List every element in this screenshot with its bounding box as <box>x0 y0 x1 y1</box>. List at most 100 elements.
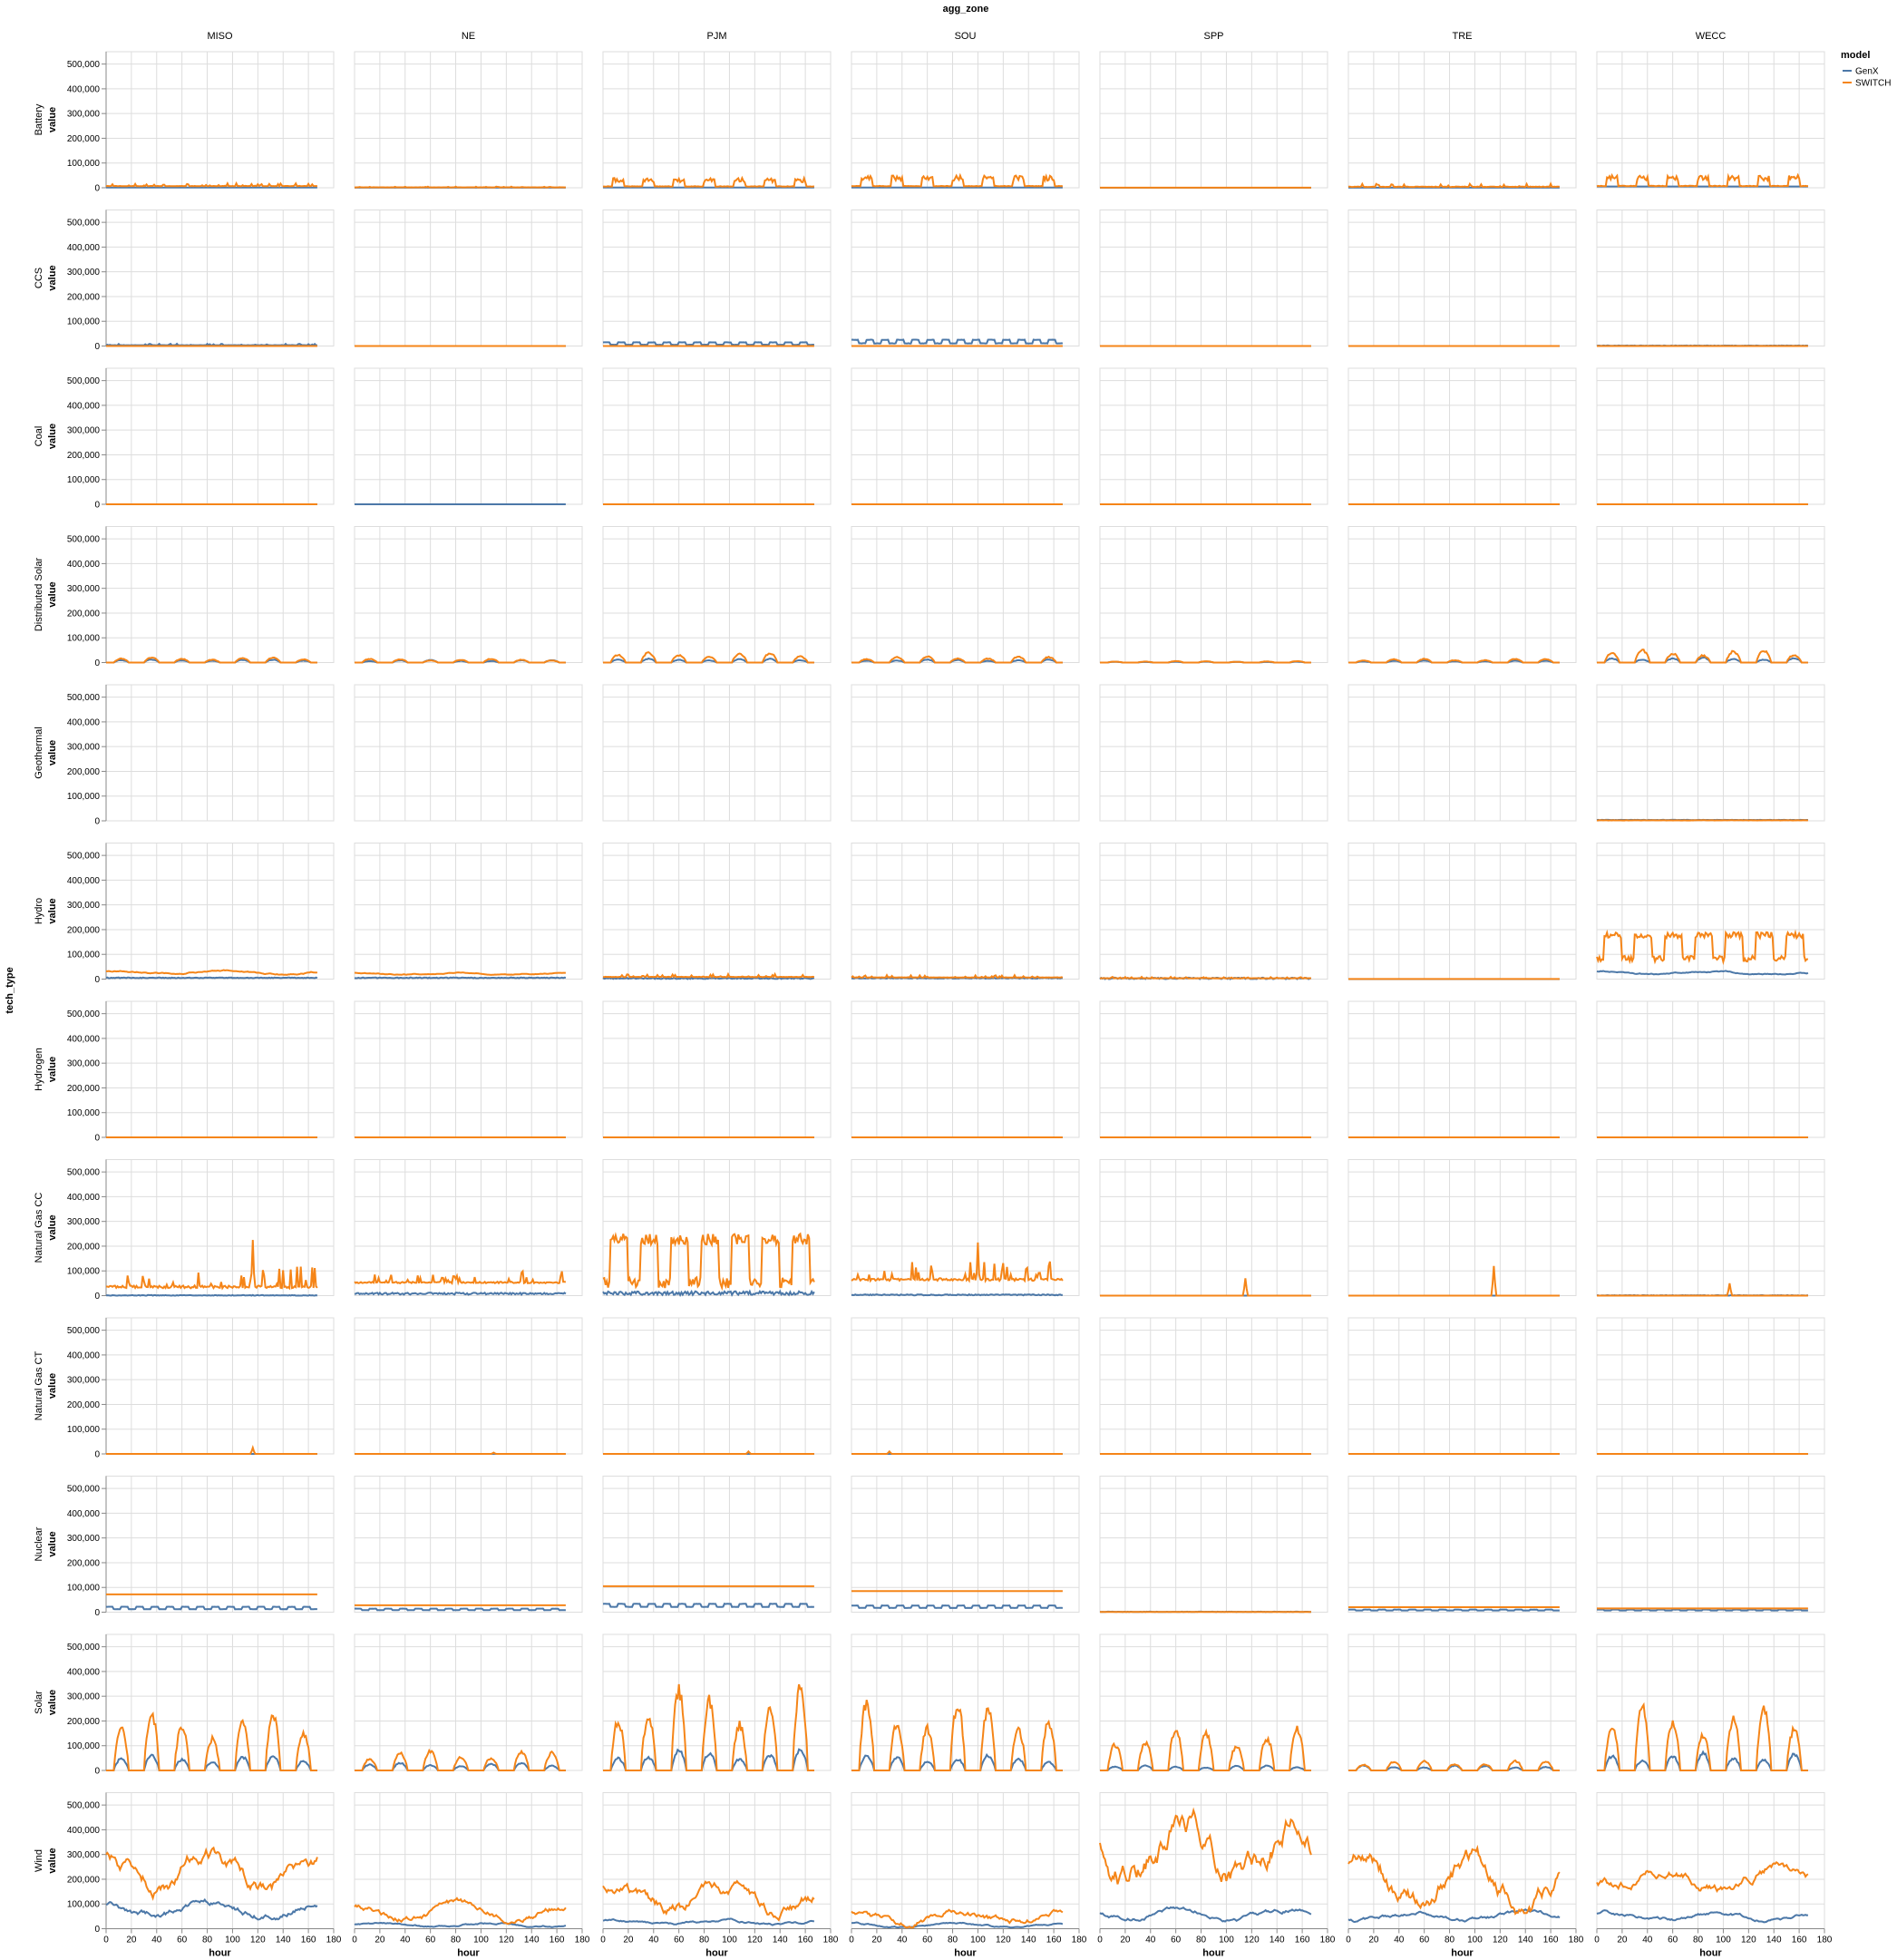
series-line-genx <box>105 1293 318 1297</box>
series-line-switch <box>355 1748 566 1771</box>
x-tick-label: 40 <box>1394 1936 1405 1945</box>
panel-PJM-Hydro <box>602 843 832 980</box>
y-tick-label: 400,000 <box>67 1826 101 1836</box>
panel-frame <box>1347 1633 1577 1771</box>
x-tick-label: 80 <box>1445 1936 1455 1945</box>
panel-SOU-Natural-Gas-CC <box>851 1159 1080 1297</box>
y-tick-label: 400,000 <box>67 401 101 411</box>
x-tick-label: 120 <box>499 1936 514 1945</box>
panel-MISO-Natural-Gas-CT: 0 100,000 200,000 300,000 400,000 500,000 valu… <box>34 1317 335 1460</box>
y-tick-label: 300,000 <box>67 1534 101 1544</box>
panel-TRE-Battery: TRE <box>1347 31 1577 189</box>
panel-frame <box>851 843 1080 980</box>
panel-frame <box>354 526 583 663</box>
panel-PJM-Natural-Gas-CT <box>602 1317 832 1455</box>
legend: model GenX SWITCH <box>1841 50 1891 89</box>
series-line-switch <box>355 185 566 189</box>
panel-frame <box>851 1633 1080 1771</box>
x-tick-label: 80 <box>699 1936 710 1945</box>
panel-MISO-Solar: 0 100,000 200,000 300,000 400,000 500,000 valu… <box>34 1633 335 1777</box>
panel-TRE-Hydrogen <box>1347 1000 1577 1138</box>
y-tick-label: 400,000 <box>67 84 101 94</box>
panel-NE-Distributed-Solar <box>354 526 583 664</box>
x-tick-label: 0 <box>1346 1936 1351 1945</box>
y-tick-label: 300,000 <box>67 110 101 120</box>
panel-frame <box>851 210 1080 346</box>
y-tick-label: 200,000 <box>67 1242 101 1252</box>
panel-frame <box>354 1476 583 1613</box>
x-tick-label: 160 <box>798 1936 813 1945</box>
panel-frame <box>851 1317 1080 1455</box>
panel-frame <box>1347 843 1577 980</box>
panel-SPP-Battery: SPP <box>1099 31 1328 189</box>
x-tick-label: 160 <box>1543 1936 1559 1945</box>
panel-MISO-Hydrogen: 0 100,000 200,000 300,000 400,000 500,000 valu… <box>34 1000 335 1144</box>
series-line-genx <box>106 1753 317 1771</box>
panel-frame <box>105 1476 335 1613</box>
series-line-genx <box>1347 1608 1560 1612</box>
panel-frame <box>602 1000 832 1138</box>
y-tick-label: 0 <box>94 1767 100 1777</box>
series-line-switch <box>851 1908 1064 1929</box>
y-axis-label: value <box>47 107 58 132</box>
panel-frame <box>105 843 335 980</box>
y-tick-label: 0 <box>94 342 100 352</box>
panel-frame <box>354 51 583 189</box>
y-tick-label: 300,000 <box>67 1850 101 1860</box>
panel-NE-Nuclear <box>354 1476 583 1613</box>
column-label: WECC <box>1696 31 1727 42</box>
series-line-switch <box>1348 658 1560 664</box>
panel-frame <box>1596 526 1825 663</box>
panel-frame <box>354 1000 583 1138</box>
y-tick-label: 300,000 <box>67 1692 101 1702</box>
panel-frame <box>602 1159 832 1296</box>
panel-frame <box>1099 1476 1328 1613</box>
panel-frame <box>105 684 335 822</box>
panel-SOU-Natural-Gas-CT <box>851 1317 1080 1455</box>
y-tick-label: 200,000 <box>67 609 101 619</box>
panel-PJM-Coal <box>602 367 832 505</box>
panel-frame <box>1099 684 1328 822</box>
panel-frame <box>1596 1633 1825 1771</box>
panel-frame <box>105 1000 335 1138</box>
row-label: Solar <box>34 1691 44 1714</box>
y-tick-label: 0 <box>94 817 100 827</box>
y-tick-label: 500,000 <box>67 1643 101 1653</box>
y-tick-label: 100,000 <box>67 634 101 644</box>
y-axis-label: value <box>47 581 58 607</box>
x-tick-label: 0 <box>849 1936 854 1945</box>
x-tick-label: 160 <box>1295 1936 1310 1945</box>
y-tick-label: 500,000 <box>67 693 101 703</box>
series-line-genx <box>354 1607 566 1612</box>
x-tick-label: 100 <box>970 1936 986 1945</box>
x-tick-label: 120 <box>1741 1936 1756 1945</box>
series-line-switch <box>1099 1807 1312 1885</box>
y-tick-label: 400,000 <box>67 560 101 570</box>
x-tick-label: 120 <box>250 1936 266 1945</box>
row-label: Battery <box>34 103 44 135</box>
x-axis-label: hour <box>1202 1948 1225 1959</box>
x-axis-label: hour <box>457 1948 480 1959</box>
panel-NE-Wind: 0 20 40 60 80 100 120 140 160 180 hour <box>352 1792 590 1959</box>
y-tick-label: 300,000 <box>67 1376 101 1386</box>
series-line-genx <box>354 976 567 980</box>
y-axis-label: value <box>47 265 58 290</box>
x-tick-label: 100 <box>1219 1936 1234 1945</box>
x-tick-label: 60 <box>177 1936 188 1945</box>
panel-frame <box>354 843 583 980</box>
y-tick-label: 400,000 <box>67 1509 101 1519</box>
y-tick-label: 300,000 <box>67 1059 101 1069</box>
x-tick-label: 120 <box>996 1936 1011 1945</box>
panel-WECC-Natural-Gas-CC <box>1596 1159 1825 1297</box>
series-line-genx <box>851 1292 1064 1297</box>
series-line-switch <box>1100 1725 1311 1771</box>
panel-frame <box>602 1476 832 1613</box>
panel-MISO-Coal: 0 100,000 200,000 300,000 400,000 500,000 valu… <box>34 367 335 511</box>
series-line-genx <box>105 976 318 980</box>
x-tick-label: 40 <box>400 1936 411 1945</box>
y-tick-label: 100,000 <box>67 1267 101 1277</box>
panel-frame <box>1347 1000 1577 1138</box>
column-label: SOU <box>955 31 977 42</box>
y-tick-label: 400,000 <box>67 1351 101 1360</box>
y-axis-label: value <box>47 424 58 449</box>
